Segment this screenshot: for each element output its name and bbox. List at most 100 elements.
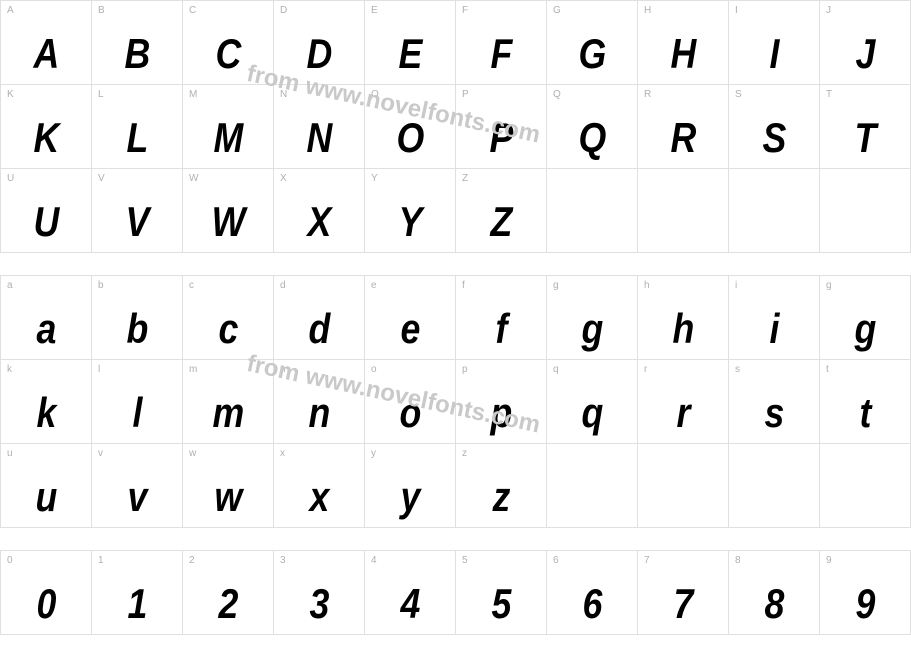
cell-glyph: F <box>463 30 540 78</box>
glyph-cell: KK <box>1 85 92 169</box>
cell-glyph: m <box>190 389 267 437</box>
cell-label: Y <box>371 173 378 184</box>
cell-label: J <box>826 5 831 16</box>
cell-glyph: u <box>8 473 85 521</box>
cell-label: 7 <box>644 555 650 566</box>
cell-label: 6 <box>553 555 559 566</box>
cell-label: C <box>189 5 196 16</box>
cell-glyph: z <box>463 473 540 521</box>
cell-glyph: c <box>190 305 267 353</box>
cell-glyph: C <box>190 30 267 78</box>
cell-label: u <box>7 448 13 459</box>
cell-label: 2 <box>189 555 195 566</box>
glyph-cell: OO <box>365 85 456 169</box>
cell-label: S <box>735 89 742 100</box>
glyph-cell: CC <box>183 1 274 85</box>
glyph-cell: DD <box>274 1 365 85</box>
cell-label: P <box>462 89 469 100</box>
glyph-cell <box>820 169 911 253</box>
cell-label: s <box>735 364 740 375</box>
cell-glyph: g <box>554 305 631 353</box>
cell-glyph: f <box>463 305 540 353</box>
cell-glyph: S <box>736 114 813 162</box>
glyph-cell: SS <box>729 85 820 169</box>
cell-glyph: W <box>190 198 267 246</box>
cell-label: t <box>826 364 829 375</box>
cell-label: 1 <box>98 555 104 566</box>
glyph-cell: ll <box>92 360 183 444</box>
cell-label: g <box>553 280 559 291</box>
glyph-cell <box>820 444 911 528</box>
cell-glyph: r <box>645 389 722 437</box>
glyph-cell: AA <box>1 1 92 85</box>
cell-glyph: B <box>99 30 176 78</box>
glyph-cell: tt <box>820 360 911 444</box>
glyph-grid-lower: aabbccddeeffgghhiiggkkllmmnnooppqqrrsstt… <box>0 275 911 528</box>
glyph-cell: cc <box>183 276 274 360</box>
cell-glyph: 8 <box>736 580 813 628</box>
glyph-cell: 33 <box>274 551 365 635</box>
cell-label: k <box>7 364 12 375</box>
cell-glyph: d <box>281 305 358 353</box>
glyph-cell: 99 <box>820 551 911 635</box>
glyph-cell: ff <box>456 276 547 360</box>
glyph-cell: hh <box>638 276 729 360</box>
cell-label: a <box>7 280 13 291</box>
section-gap <box>0 528 911 550</box>
cell-label: r <box>644 364 647 375</box>
cell-glyph: G <box>554 30 631 78</box>
cell-label: 3 <box>280 555 286 566</box>
cell-glyph: Z <box>463 198 540 246</box>
glyph-cell: TT <box>820 85 911 169</box>
glyph-cell: ee <box>365 276 456 360</box>
cell-glyph: 6 <box>554 580 631 628</box>
cell-label: D <box>280 5 287 16</box>
cell-glyph: t <box>827 389 904 437</box>
cell-label: L <box>98 89 104 100</box>
cell-label: Z <box>462 173 468 184</box>
glyph-cell: nn <box>274 360 365 444</box>
cell-label: d <box>280 280 286 291</box>
cell-label: G <box>553 5 561 16</box>
glyph-grid-upper: AABBCCDDEEFFGGHHIIJJKKLLMMNNOOPPQQRRSSTT… <box>0 0 911 253</box>
glyph-cell: dd <box>274 276 365 360</box>
cell-label: K <box>7 89 14 100</box>
cell-label: b <box>98 280 104 291</box>
cell-label: e <box>371 280 377 291</box>
glyph-cell <box>547 169 638 253</box>
cell-glyph: b <box>99 305 176 353</box>
glyph-cell: 66 <box>547 551 638 635</box>
cell-glyph: v <box>99 473 176 521</box>
glyph-cell <box>729 444 820 528</box>
glyph-cell: 77 <box>638 551 729 635</box>
cell-glyph: V <box>99 198 176 246</box>
glyph-cell: bb <box>92 276 183 360</box>
cell-glyph: h <box>645 305 722 353</box>
glyph-cell: RR <box>638 85 729 169</box>
glyph-cell: QQ <box>547 85 638 169</box>
cell-label: w <box>189 448 196 459</box>
cell-label: o <box>371 364 377 375</box>
cell-label: M <box>189 89 197 100</box>
glyph-cell: mm <box>183 360 274 444</box>
cell-label: F <box>462 5 468 16</box>
cell-label: N <box>280 89 287 100</box>
cell-label: x <box>280 448 285 459</box>
cell-glyph: O <box>372 114 449 162</box>
glyph-cell: uu <box>1 444 92 528</box>
cell-glyph: 0 <box>8 580 85 628</box>
cell-label: l <box>98 364 100 375</box>
cell-glyph: M <box>190 114 267 162</box>
cell-glyph: Q <box>554 114 631 162</box>
glyph-cell: GG <box>547 1 638 85</box>
cell-label: 0 <box>7 555 13 566</box>
glyph-cell: pp <box>456 360 547 444</box>
cell-label: I <box>735 5 738 16</box>
cell-glyph: L <box>99 114 176 162</box>
glyph-cell: JJ <box>820 1 911 85</box>
cell-label: 9 <box>826 555 832 566</box>
glyph-cell <box>547 444 638 528</box>
cell-label: n <box>280 364 286 375</box>
cell-label: V <box>98 173 105 184</box>
cell-glyph: n <box>281 389 358 437</box>
